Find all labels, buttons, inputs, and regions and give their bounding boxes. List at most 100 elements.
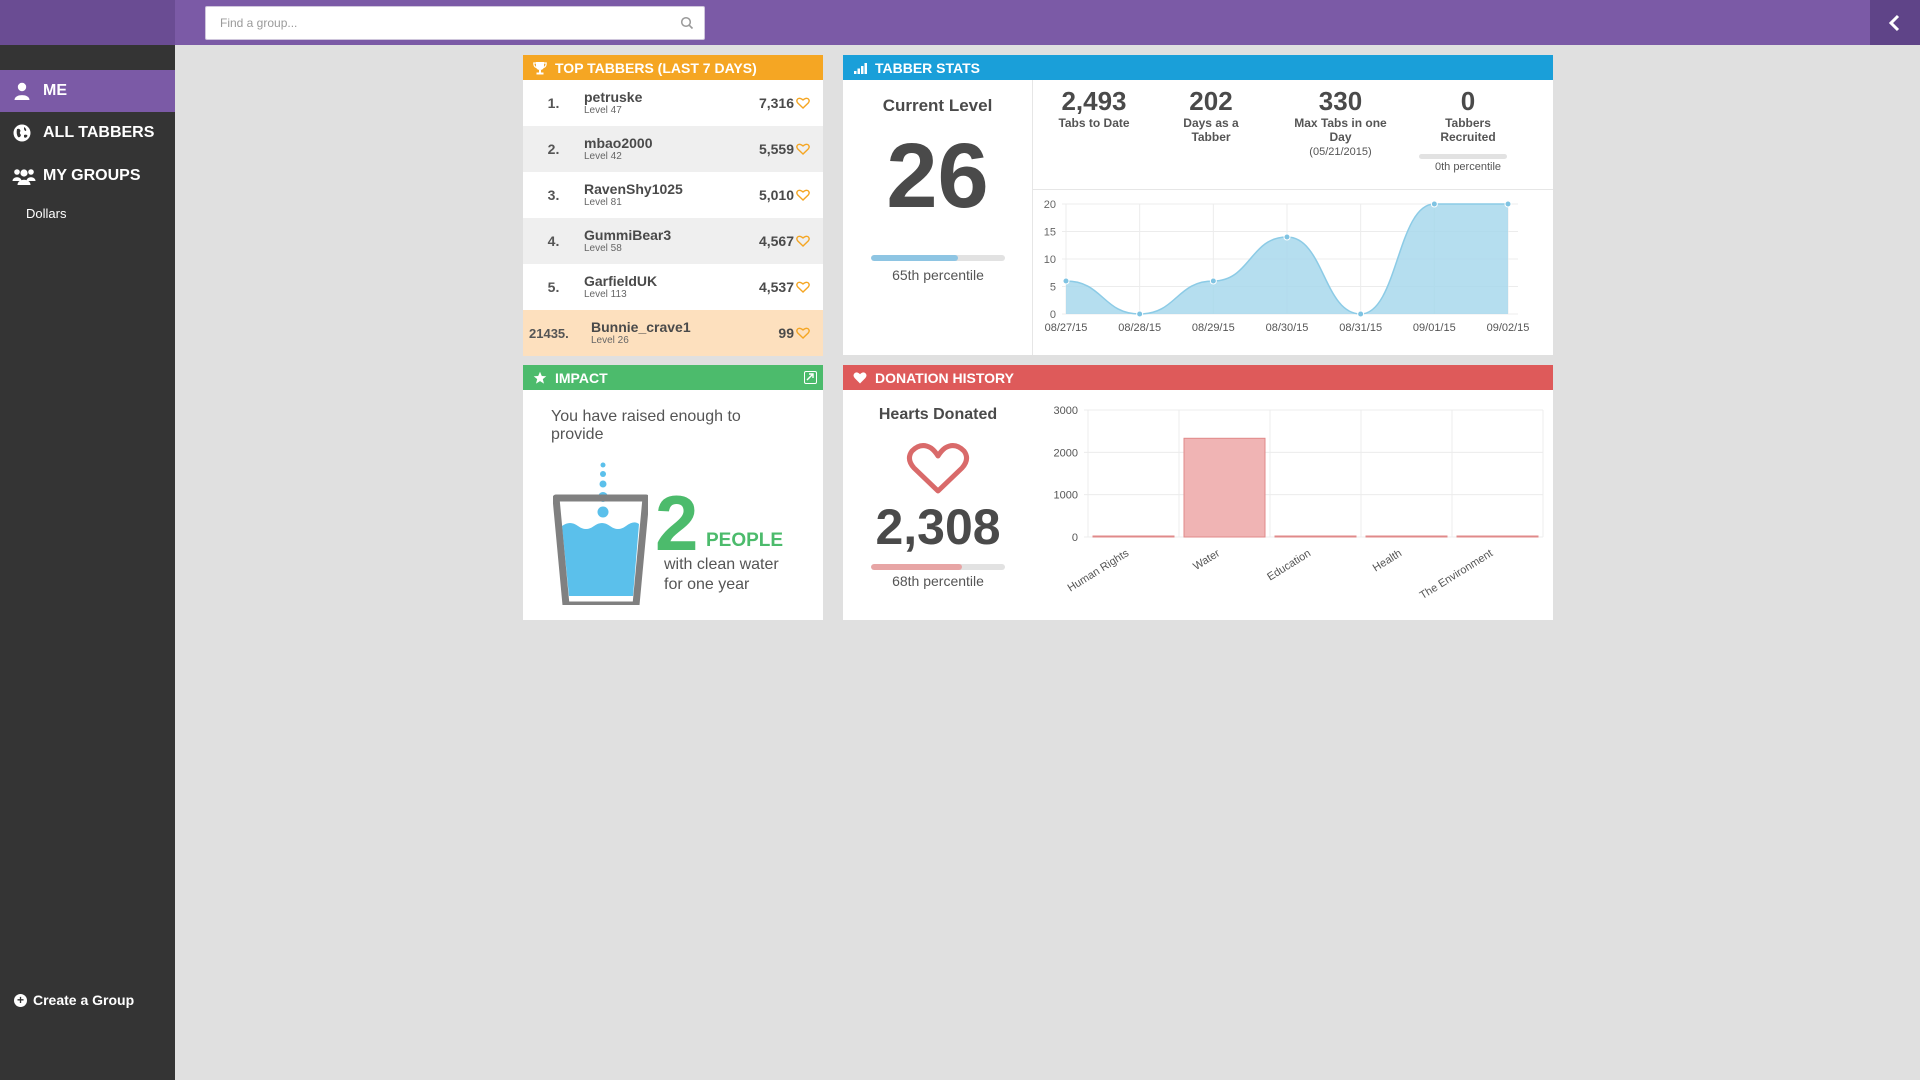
hearts-donated-label: Hearts Donated [878,406,998,423]
chart-y-tick-label: 5 [1050,282,1056,294]
sidebar-item-label: ALL TABBERS [43,124,155,141]
heart-outline-icon [796,235,810,247]
tabber-rank: 3. [547,187,560,203]
donation-history-panel: DONATION HISTORY Hearts Donated 2,308 68… [843,365,1553,620]
panel-title: TOP TABBERS (LAST 7 DAYS) [555,59,757,76]
panel-title: IMPACT [555,369,608,386]
chart-point [1504,200,1512,208]
impact-intro: You have raised enough to provide [551,408,741,443]
stat-tabbers-recruited: 0 Tabbers Recruited [1403,86,1533,144]
sidebar-item-label: ME [43,82,67,99]
sidebar-item-all-tabbers[interactable]: ALL TABBERS [0,112,175,154]
tabber-hearts: 5,559 [759,141,823,157]
donation-percentile-label: 68th percentile [892,573,984,589]
globe-icon [13,124,31,142]
tabber-rank: 2. [547,141,560,157]
tabber-row: 1. petruske Level 47 7,316 [523,80,823,126]
tabber-hearts-count: 5,010 [758,187,794,203]
chart-bar [1274,535,1357,538]
tabber-name: RavenShy1025 [584,180,683,197]
collapse-panel-button[interactable] [1870,0,1920,45]
sidebar-item-my-groups[interactable]: MY GROUPS [0,155,175,197]
tabber-rank: 5. [547,279,560,295]
heart-outline-icon [906,443,970,494]
tabber-name: GarfieldUK [584,272,658,289]
tabber-name: GummiBear3 [584,226,672,243]
donation-percentile-fill [871,564,963,570]
tabber-hearts: 7,316 [759,95,823,111]
heart-outline-icon [796,281,810,293]
star-icon [533,371,547,384]
top-tabbers-panel: TOP TABBERS (LAST 7 DAYS) 1. petruske Leve… [523,55,823,356]
chart-x-tick-label: 08/31/15 [1339,322,1382,334]
sidebar-group-dollars[interactable]: Dollars [26,206,67,221]
group-icon [12,169,36,185]
stat-days-as-tabber: 202 Days as a Tabber [1161,86,1261,144]
tabber-level: Level 113 [584,288,627,300]
heart-outline-icon [796,97,810,109]
stat-value: 2,493 [1061,86,1127,116]
chart-x-tick-label: 08/27/15 [1045,322,1088,334]
chart-point [1283,233,1291,241]
chart-point [1209,277,1217,285]
tabber-info: GummiBear3 Level 58 [584,226,759,255]
stat-value: 202 [1189,86,1233,116]
tabber-rank: 4. [547,233,560,249]
tabber-hearts: 4,537 [759,279,823,295]
stat-value: 330 [1318,86,1363,116]
hearts-donated-value: 2,308 [875,499,1001,555]
stat-label: Tabs to Date [1058,116,1130,130]
tabber-level: Level 58 [584,242,622,254]
chart-y-tick-label: 2000 [1054,447,1078,459]
chart-y-tick-label: 20 [1044,199,1056,211]
sidebar-item-me[interactable]: ME [0,70,175,112]
tabber-level: Level 81 [584,196,622,208]
chart-x-tick-label: 08/30/15 [1266,322,1309,334]
impact-unit: PEOPLE [706,530,784,551]
chart-x-tick-label: 09/01/15 [1413,322,1456,334]
chart-x-tick-label: The Environment [1418,547,1495,602]
chart-y-tick-label: 3000 [1054,405,1078,417]
heart-icon [853,371,867,383]
top-bar [0,0,1920,45]
chart-point [1136,310,1144,318]
chart-x-tick-label: Health [1371,547,1404,574]
heart-outline-icon [796,327,810,339]
tabber-hearts: 4,567 [759,233,823,249]
tabber-hearts-count: 5,559 [758,141,794,157]
chart-x-tick-label: 08/28/15 [1118,322,1161,334]
create-group-button[interactable]: + Create a Group [14,992,134,1008]
chevron-left-icon [1888,14,1900,31]
chart-point [1062,277,1070,285]
top-tabbers-header: TOP TABBERS (LAST 7 DAYS) [523,55,823,80]
chart-bar [1456,535,1539,538]
tabber-info: GarfieldUK Level 113 [584,272,759,301]
expand-icon[interactable] [804,371,817,384]
chart-y-tick-label: 0 [1050,309,1056,321]
tabber-info: mbao2000 Level 42 [584,134,759,163]
group-search-input[interactable] [206,7,656,39]
chart-point [1430,200,1438,208]
tabber-hearts-count: 4,567 [758,233,794,249]
search-icon[interactable] [680,16,694,30]
signal-bars-icon [854,62,867,74]
donation-percentile-bar [871,564,1005,570]
tabber-level: Level 47 [584,104,622,116]
stat-sub: (05/21/2015) [1309,146,1372,158]
plus-circle-icon: + [14,993,27,1007]
tabber-rank: 21435. [529,325,569,341]
heart-outline-icon [796,189,810,201]
stat-value: 0 [1460,86,1476,116]
stat-label: Tabbers Recruited [1440,116,1496,144]
impact-number: 2 [655,479,699,567]
impact-header: IMPACT [523,365,823,390]
water-glass-icon [553,462,648,605]
tabs-per-day-chart: 0 5 10 15 20 08/27/15 08/28/15 08/29/15 08/30/15… [1044,199,1530,334]
chart-bar [1365,535,1448,538]
tabber-stats-header: TABBER STATS [843,55,1553,80]
heart-outline-icon [796,143,810,155]
tabber-row: 3. RavenShy1025 Level 81 5,010 [523,172,823,218]
chart-x-tick-label: Education [1265,547,1313,583]
current-level-label: Current Level [882,96,993,115]
tabber-name: mbao2000 [584,134,653,151]
